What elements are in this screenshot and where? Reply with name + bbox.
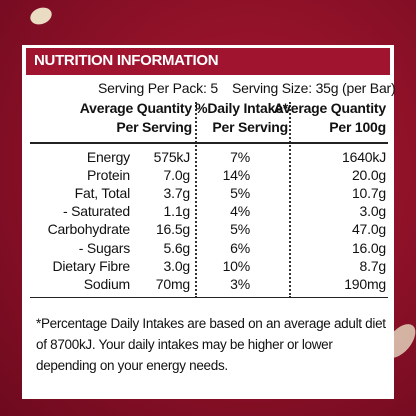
daily-intake: 3% <box>230 275 250 292</box>
per-serving: 70mg <box>155 275 190 292</box>
per-100g: 47.0g <box>351 221 386 238</box>
column-header: Average Quantity <box>79 100 192 116</box>
rule <box>30 142 388 144</box>
per-100g: 1640kJ <box>342 149 386 165</box>
header-bar <box>26 48 390 75</box>
column-header: Per 100g <box>329 119 386 135</box>
nutrient: Energy <box>86 149 130 165</box>
per-serving: 5.6g <box>163 239 191 256</box>
servings-per-pack: Serving Per Pack: 5 <box>98 80 218 96</box>
daily-intake: 6% <box>230 239 250 256</box>
title: NUTRITION INFORMATION <box>34 52 219 69</box>
nutrient: - Saturated <box>62 203 130 220</box>
daily-intake: 5% <box>230 221 250 238</box>
serving-size: Serving Size: 35g (per Bar) <box>232 80 396 96</box>
per-serving: 16.5g <box>155 221 190 238</box>
daily-intake: 14% <box>222 167 251 184</box>
column-header: Per Serving <box>212 119 288 135</box>
nutrient: Fat, Total <box>74 185 131 202</box>
per-100g: 3.0g <box>359 203 387 220</box>
column-header: Average Quantity <box>273 100 386 116</box>
nutrient: Dietary Fibre <box>52 257 130 274</box>
per-100g: 16.0g <box>351 239 386 256</box>
per-100g: 20.0g <box>351 167 386 184</box>
decor <box>27 4 55 28</box>
nutrient: - Sugars <box>78 239 131 256</box>
nutrient: Sodium <box>83 275 130 292</box>
per-serving: 3.7g <box>163 185 191 202</box>
per-serving: 1.1g <box>163 203 191 220</box>
panel <box>22 45 394 399</box>
column-header: Per Serving <box>116 119 192 135</box>
divider <box>289 102 291 298</box>
nutrient: Protein <box>87 167 130 184</box>
per-100g: 8.7g <box>359 257 387 274</box>
daily-intake: 10% <box>222 257 251 274</box>
per-serving: 7.0g <box>163 167 191 184</box>
divider <box>195 102 197 298</box>
nutrient: Carbohydrate <box>47 221 131 238</box>
per-100g: 190mg <box>344 275 386 292</box>
daily-intake: 7% <box>230 149 250 165</box>
footnote: *Percentage Daily Intakes are based on a… <box>36 316 386 373</box>
per-100g: 10.7g <box>351 185 386 202</box>
column-header: %Daily Intake* <box>195 100 288 116</box>
per-serving: 3.0g <box>163 257 191 274</box>
per-serving: 575kJ <box>153 149 191 165</box>
daily-intake: 5% <box>230 185 250 202</box>
daily-intake: 4% <box>230 203 250 220</box>
rule <box>30 297 388 298</box>
